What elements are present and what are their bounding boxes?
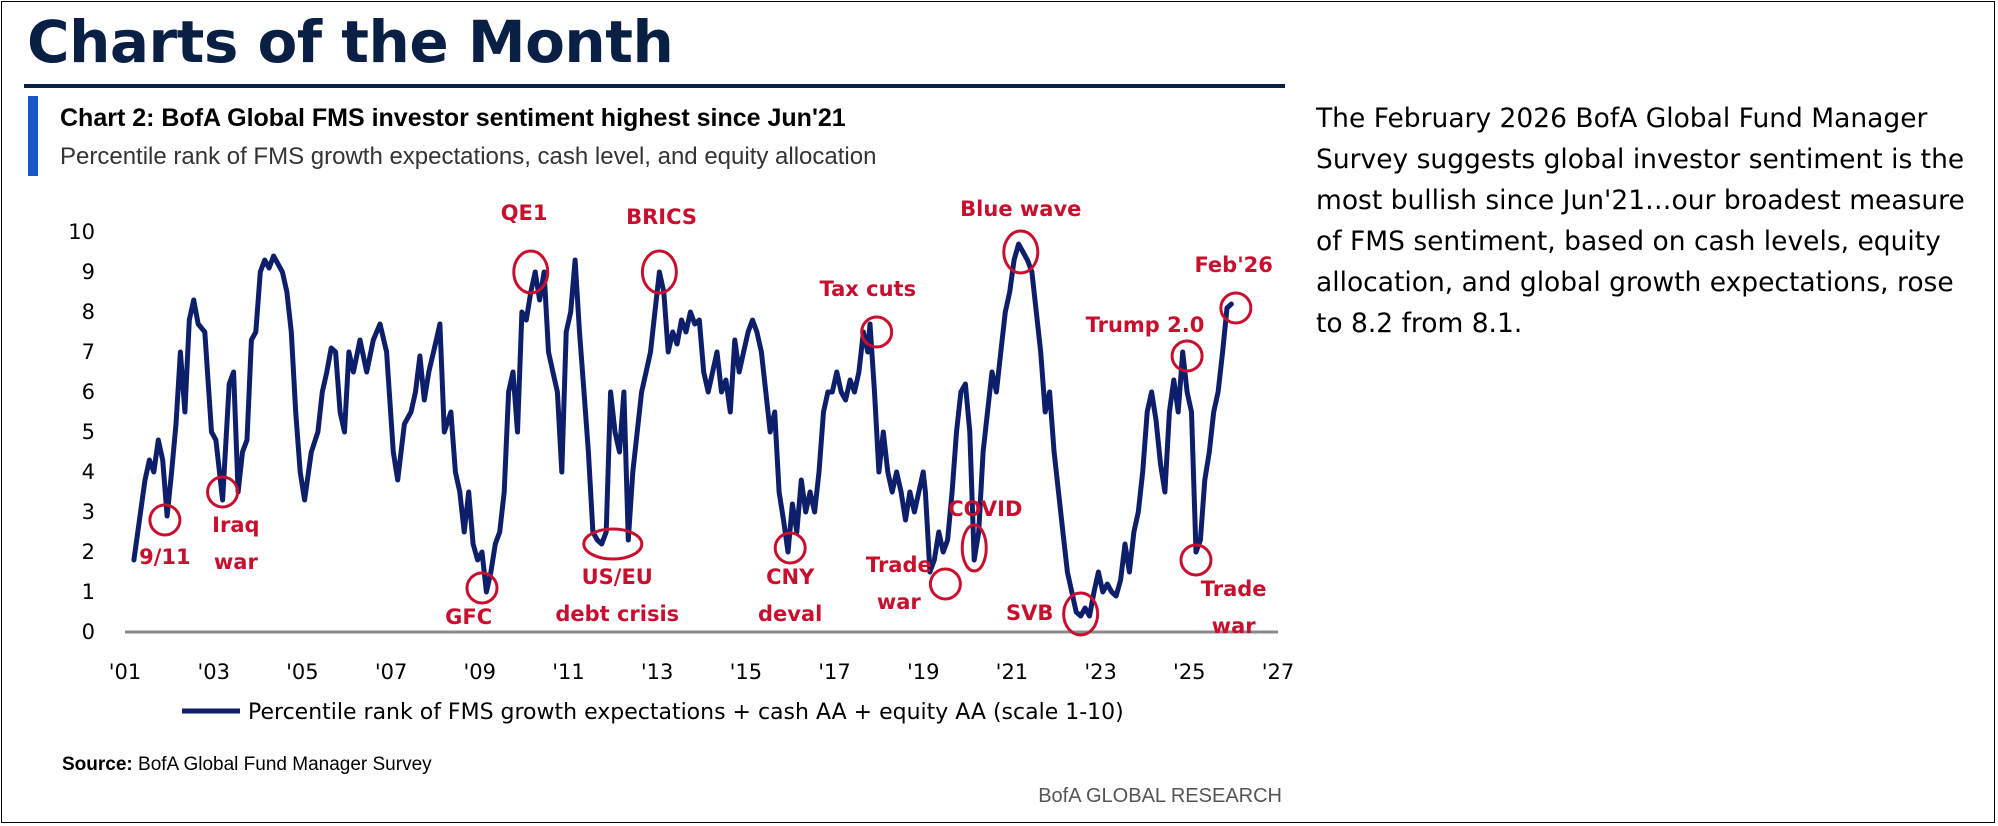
annotation-label: Trade war: [1201, 577, 1267, 638]
annotation-circle: [640, 249, 678, 295]
annotation-circle: [1170, 339, 1204, 373]
annotation-label-line: Iraq: [212, 513, 259, 537]
annotation-label: Tax cuts: [820, 277, 917, 301]
annotation-circle: [773, 531, 807, 565]
annotation-label: Trade war: [866, 553, 932, 614]
commentary-text: The February 2026 BofA Global Fund Manag…: [1316, 103, 1965, 339]
annotation-label: 9/11: [139, 545, 191, 569]
x-tick-label: '13: [641, 660, 674, 684]
annotation-circle: [960, 523, 988, 573]
annotation-label: US/EU debt crisis: [555, 565, 679, 626]
annotation-label: Trump 2.0: [1086, 313, 1205, 337]
annotation-label-line: SVB: [1006, 601, 1053, 625]
annotation-circle: [465, 571, 499, 605]
title-divider: [24, 84, 1285, 88]
annotation-label-line: deval: [758, 602, 822, 626]
annotation-label-line: US/EU: [582, 565, 653, 589]
annotation-label: Feb'26: [1194, 253, 1272, 277]
x-tick-label: '23: [1084, 660, 1117, 684]
annotation-label-line: BRICS: [626, 205, 697, 229]
annotation-label: QE1: [501, 201, 548, 225]
sentiment-series-line: [131, 241, 1234, 619]
y-tick-label: 3: [82, 500, 95, 524]
annotation-label: Blue wave: [960, 197, 1081, 221]
annotation-circle: [582, 527, 644, 561]
x-tick-label: '19: [907, 660, 940, 684]
page-title: Charts of the Month: [27, 8, 674, 76]
x-tick-label: '27: [1262, 660, 1295, 684]
x-axis: '01 '03 '05 '07 '09 '11 '13 '15 '17 '19 '21 '23 '25 '…: [109, 660, 1295, 684]
annotation-label: BRICS: [626, 205, 697, 229]
annotation-label-line: Tax cuts: [820, 277, 917, 301]
annotation-circle: [148, 503, 182, 537]
annotation-label-line: Trade: [866, 553, 932, 577]
annotation-label: Iraq war: [212, 513, 259, 574]
annotation-label: SVB: [1006, 601, 1053, 625]
annotation-circle: [928, 567, 962, 601]
x-tick-label: '05: [286, 660, 319, 684]
x-tick-label: '15: [730, 660, 763, 684]
annotation-label-line: war: [1212, 614, 1257, 638]
x-tick-label: '03: [197, 660, 230, 684]
event-annotations: 9/11 Iraq war GFC QE1 US/EU debt crisis BRICS CN…: [139, 197, 1273, 638]
footer-brand: BofA GLOBAL RESEARCH: [1038, 785, 1282, 807]
x-tick-label: '21: [996, 660, 1029, 684]
annotation-circle: [1062, 591, 1100, 637]
annotation-circle: [1002, 229, 1040, 275]
annotation-circle: [512, 249, 550, 295]
y-axis: 0 1 2 3 4 5 6 7 8 9 10: [68, 220, 95, 644]
annotation-label-line: GFC: [445, 605, 492, 629]
annotation-label-line: debt crisis: [555, 602, 679, 626]
annotation-label-line: war: [214, 550, 259, 574]
y-tick-label: 9: [82, 260, 95, 284]
y-tick-label: 7: [82, 340, 95, 364]
annotation-circle: [1219, 291, 1253, 325]
x-tick-label: '11: [552, 660, 585, 684]
annotation-label: COVID: [948, 497, 1022, 521]
chart-subtitle: Percentile rank of FMS growth expectatio…: [60, 143, 877, 170]
annotation-label-line: Blue wave: [960, 197, 1081, 221]
y-tick-label: 8: [82, 300, 95, 324]
annotation-label-line: Trump 2.0: [1086, 313, 1205, 337]
source-note: Source: BofA Global Fund Manager Survey: [62, 754, 432, 776]
chart-accent-bar: [28, 96, 38, 176]
x-tick-label: '01: [109, 660, 142, 684]
y-tick-label: 2: [82, 540, 95, 564]
source-label: Source:: [62, 754, 133, 775]
y-tick-label: 1: [82, 580, 95, 604]
annotation-label: CNY deval: [758, 565, 822, 626]
chart-title: Chart 2: BofA Global FMS investor sentim…: [60, 104, 846, 132]
y-tick-label: 10: [68, 220, 95, 244]
annotation-circle: [206, 475, 240, 509]
annotation-label-line: CNY: [766, 565, 815, 589]
annotation-label-line: Trade: [1201, 577, 1267, 601]
annotation-label: GFC: [445, 605, 492, 629]
y-tick-label: 0: [82, 620, 95, 644]
annotation-label-line: COVID: [948, 497, 1022, 521]
x-tick-label: '25: [1173, 660, 1206, 684]
x-tick-label: '07: [375, 660, 408, 684]
annotation-circle: [860, 315, 894, 349]
x-tick-label: '09: [464, 660, 497, 684]
annotation-label-line: war: [877, 590, 922, 614]
x-tick-label: '17: [818, 660, 851, 684]
y-tick-label: 6: [82, 380, 95, 404]
annotation-label-line: 9/11: [139, 545, 191, 569]
y-tick-label: 4: [82, 460, 95, 484]
annotation-circle: [1179, 543, 1213, 577]
legend: Percentile rank of FMS growth expectatio…: [182, 700, 1124, 725]
annotation-label-line: Feb'26: [1194, 253, 1272, 277]
annotation-label-line: QE1: [501, 201, 548, 225]
source-text: BofA Global Fund Manager Survey: [138, 754, 432, 775]
legend-label: Percentile rank of FMS growth expectatio…: [248, 700, 1124, 725]
y-tick-label: 5: [82, 420, 95, 444]
